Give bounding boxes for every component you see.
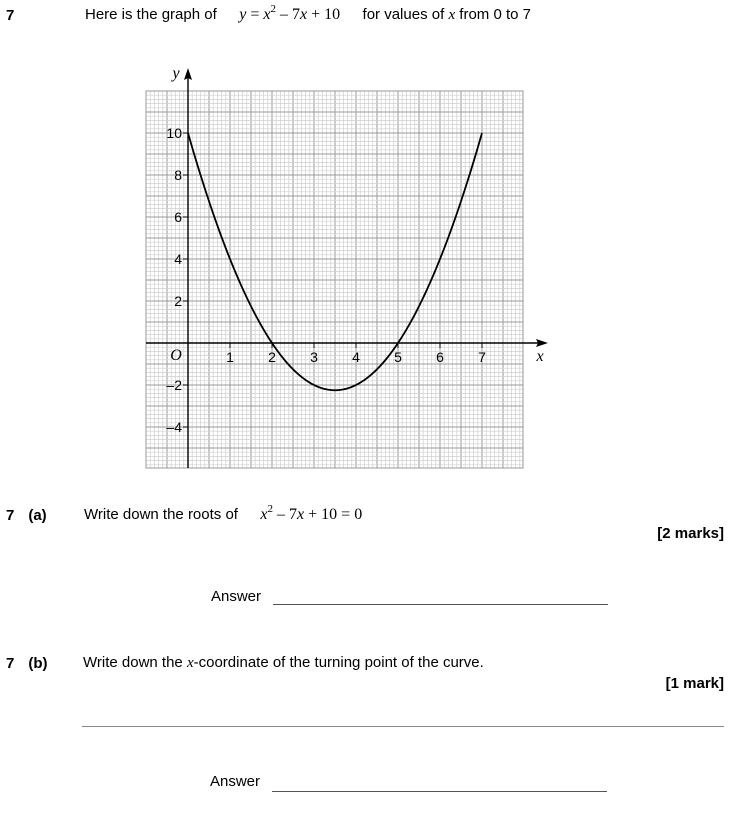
question-7a-text: Write down the roots of [84,506,238,523]
x-tick-label: 7 [478,349,486,365]
x-tick-label: 6 [436,349,444,365]
x-axis-label: x [535,348,543,365]
stem-equation: y = x2 – 7x + 10 [239,3,341,24]
origin-label: O [170,347,182,364]
y-tick-label: 10 [166,125,182,141]
y-tick-label: –4 [166,419,182,435]
question-7a-marks: [2 marks] [657,525,724,542]
y-tick-label: 8 [174,167,182,183]
x-axis-arrow [536,339,548,347]
question-7b-answer-label: Answer [210,773,261,790]
grid-border [145,90,524,469]
y-tick-label: –2 [166,377,182,393]
question-7b-number: 7 (b) [6,655,48,672]
question-7a-answer-line[interactable] [273,604,608,605]
question-7b-marks: [1 mark] [665,675,724,692]
x-tick-label: 1 [226,349,234,365]
question-stem: Here is the graph of y = x2 – 7x + 10 fo… [85,3,531,24]
question-7b-answer-line[interactable] [272,791,607,792]
x-tick-label: 5 [394,349,402,365]
x-tick-label: 4 [352,349,360,365]
question-number: 7 [6,7,15,24]
working-line[interactable] [82,726,724,727]
question-7a-answer-label: Answer [211,588,262,605]
question-7b-text: Write down the x-coordinate of the turni… [83,654,484,671]
question-7a-number: 7 (a) [6,507,47,524]
graph-tick-labels: x y O 1 2 3 4 5 6 7 10 8 6 4 2 –2 –4 [166,65,543,435]
stem-text: Here is the graph of [85,6,217,23]
question-7a-equation: x2 – 7x + 10 = 0 [260,503,363,524]
y-tick-label: 4 [174,251,182,267]
y-tick-label: 2 [174,293,182,309]
parabola-curve [187,132,483,392]
graph-axes [146,68,548,468]
y-tick-label: 6 [174,209,182,225]
y-axis-arrow [184,68,192,80]
range-text: for values of x from 0 to 7 [362,6,531,23]
graph-grid [145,90,524,469]
y-axis-label: y [170,65,180,82]
x-tick-label: 3 [310,349,318,365]
x-tick-label: 2 [268,349,276,365]
graph-curve [187,132,483,392]
question-7a-stem: Write down the roots of x2 – 7x + 10 = 0 [84,503,363,524]
